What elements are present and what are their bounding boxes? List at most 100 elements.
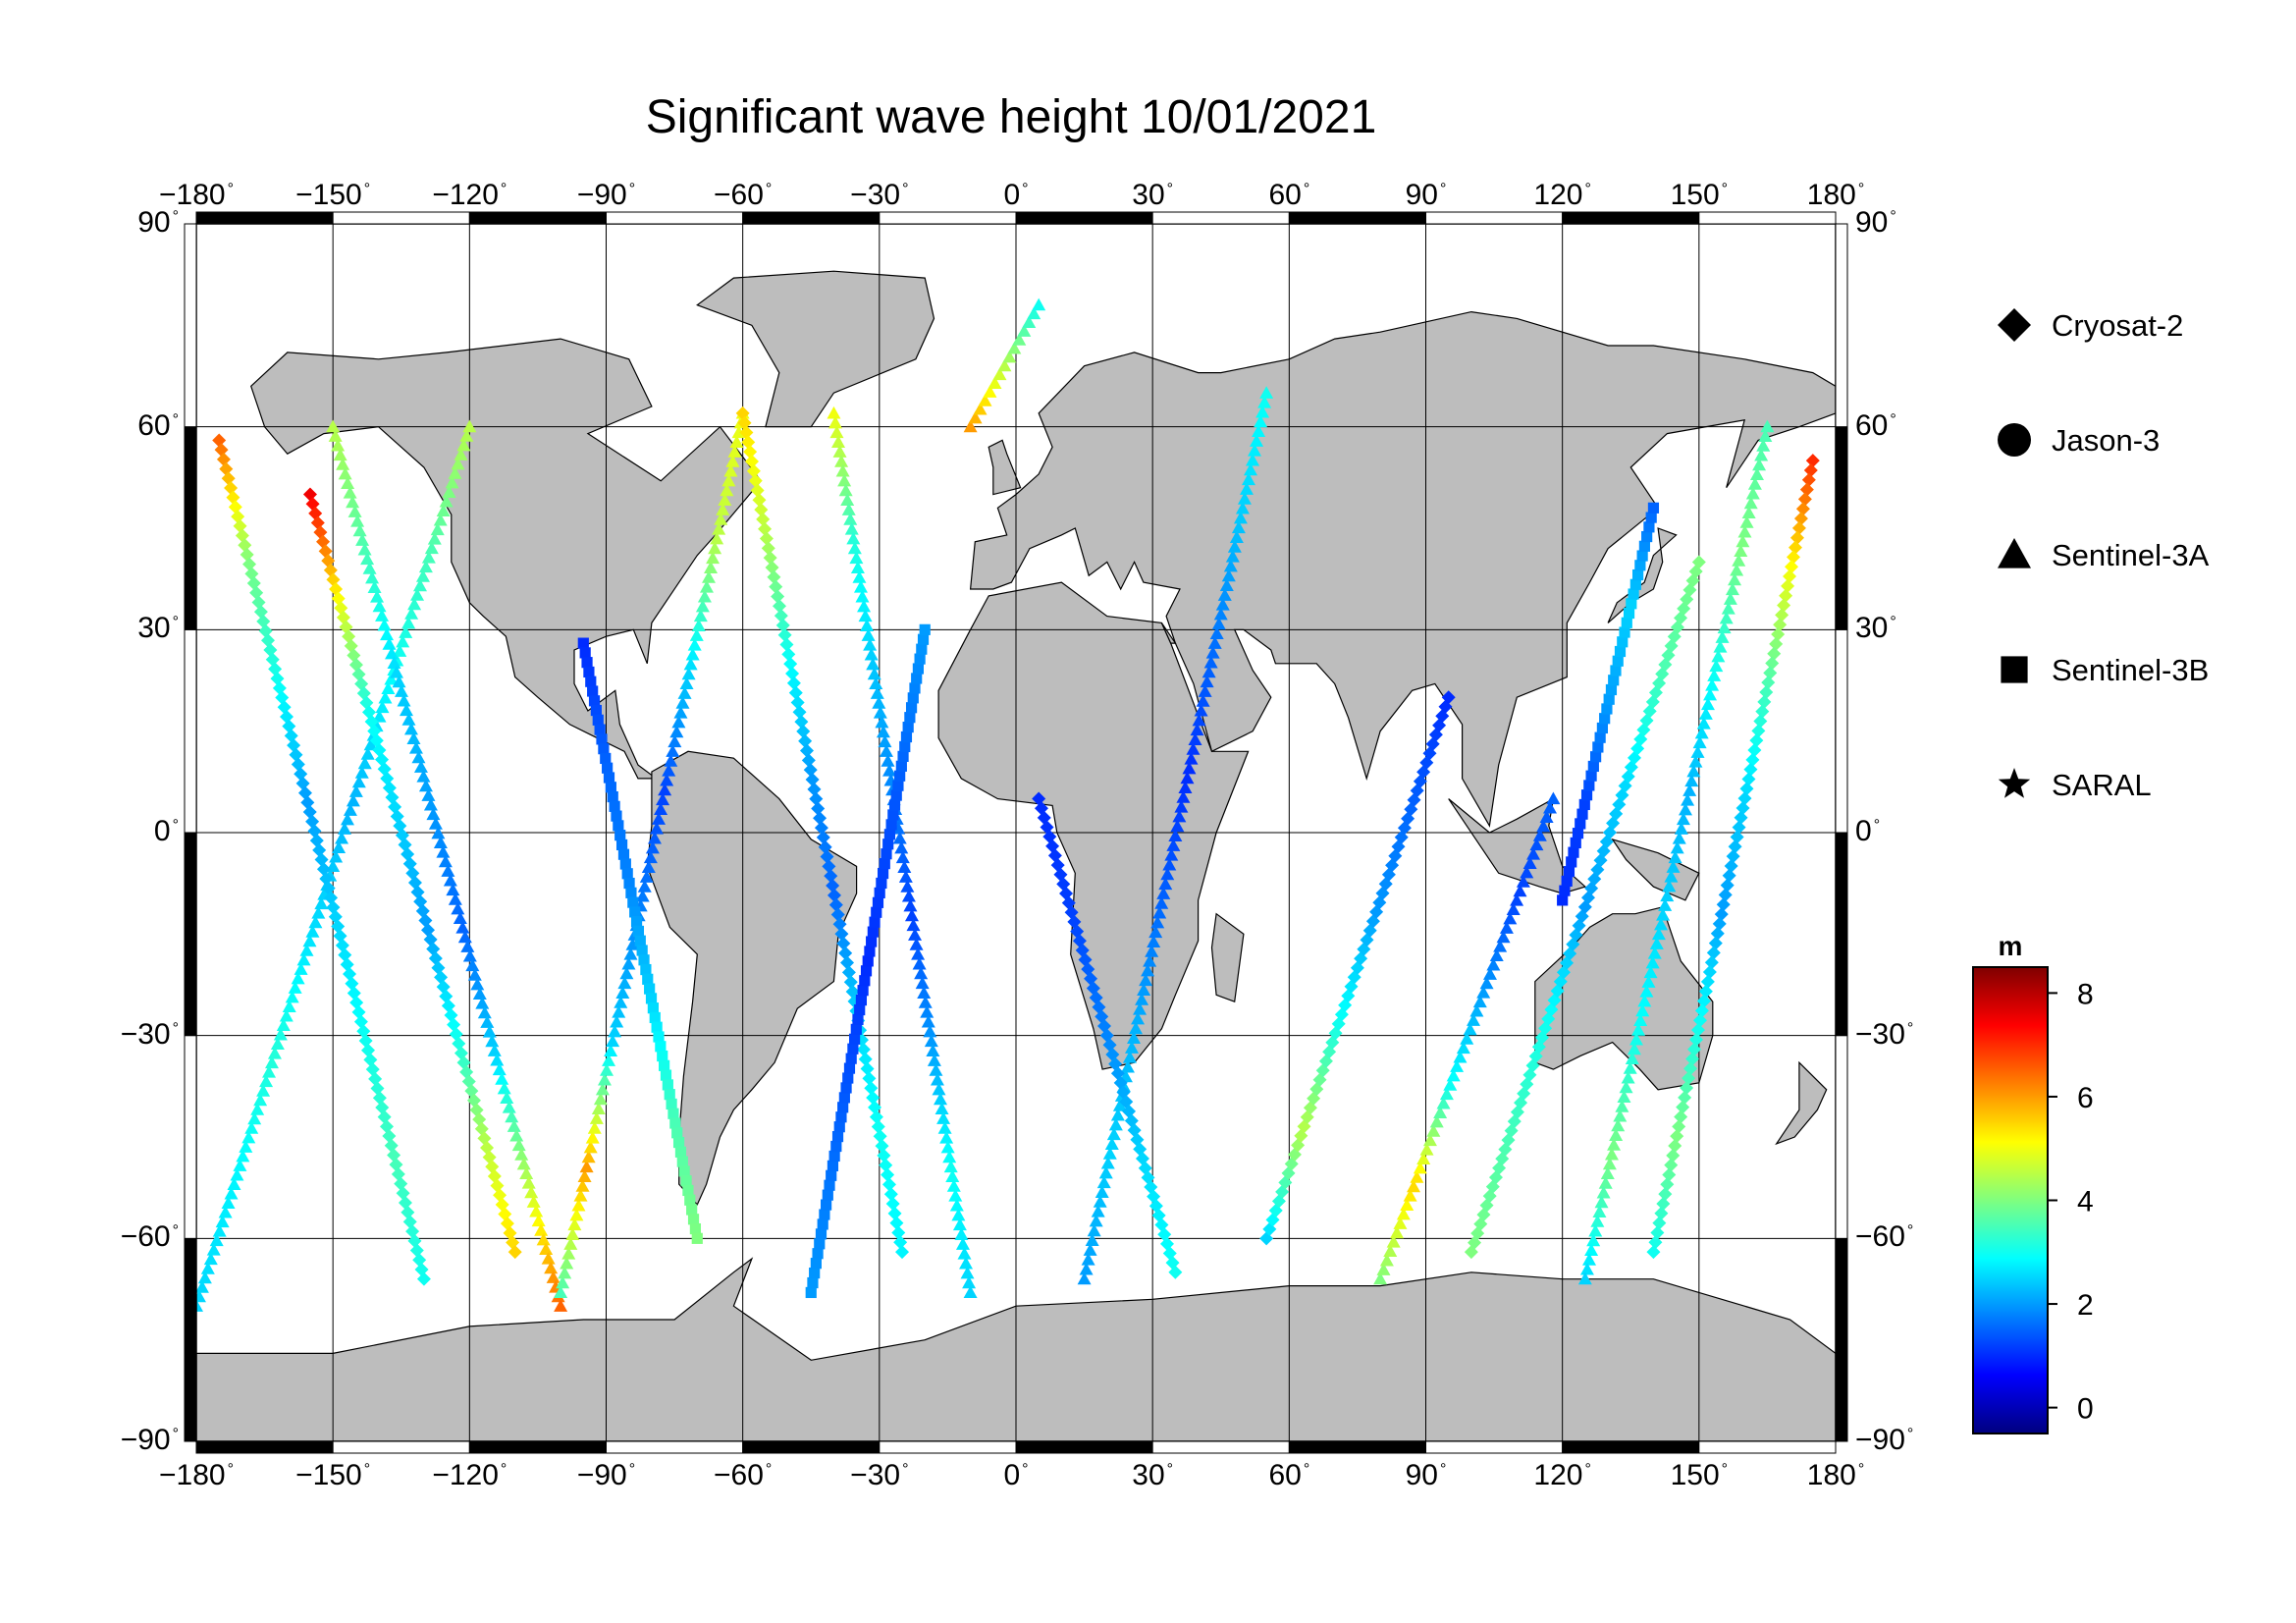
data-point [1752,458,1767,471]
data-point [899,740,911,753]
data-point [347,505,362,517]
data-point [1213,607,1228,621]
data-point [888,799,901,811]
data-point [467,968,482,981]
data-point [1219,578,1234,592]
data-point [946,1179,961,1192]
data-point [1188,732,1202,745]
data-point [853,580,868,593]
data-point [672,1136,685,1149]
lon-tick-bottom: −180 ° [159,1459,234,1491]
data-point [408,741,423,754]
data-point [1599,713,1611,725]
data-point [614,830,626,841]
data-point [632,925,645,938]
data-point [656,792,670,806]
data-point [1690,745,1705,758]
data-point [1696,994,1711,1008]
data-point [1582,1253,1597,1266]
lon-tick-bottom: 120 ° [1533,1459,1591,1491]
data-point [1102,1147,1117,1160]
data-point [866,657,881,671]
data-point [273,1027,288,1041]
data-point [1696,717,1711,730]
data-point [341,476,355,490]
data-point [375,1100,390,1114]
data-point [858,609,873,622]
data-point [414,1262,429,1276]
data-point [1137,983,1151,996]
data-point [917,986,932,999]
data-point [433,836,448,848]
data-point [1559,885,1571,896]
data-point [881,848,892,860]
lon-tick-top: −90 ° [576,179,636,211]
data-point [231,510,245,524]
data-point [361,705,376,720]
data-point [836,936,851,950]
data-point [390,666,404,678]
data-point [831,435,846,449]
data-point [1241,472,1255,486]
data-point [881,754,895,767]
data-point [1789,530,1804,545]
data-point [1578,798,1590,811]
data-point [534,1223,549,1236]
data-point [1747,477,1762,490]
data-point [343,967,357,982]
data-point [771,589,785,604]
data-point [1166,839,1181,851]
data-point [918,996,933,1008]
data-point [1168,1265,1183,1279]
lon-tick-bottom: 30 ° [1132,1459,1174,1491]
frame-bar-right [1835,832,1848,1037]
data-point [868,1100,882,1114]
data-point [331,438,346,452]
data-point [375,700,390,714]
data-point [1239,482,1254,495]
data-point [603,772,615,784]
data-point [887,809,899,821]
lon-tick-bottom: −120 ° [432,1459,507,1491]
data-point [431,826,446,839]
data-point [1799,482,1814,497]
data-point [226,490,240,505]
data-point [451,457,465,470]
data-point [388,799,402,814]
data-point [415,569,430,582]
data-point [720,483,734,497]
data-point [433,513,448,526]
data-point [326,419,341,433]
data-point [1615,1100,1629,1112]
data-point [619,858,631,870]
data-point [1602,1157,1617,1170]
data-point [263,643,278,657]
data-point [233,518,247,533]
data-point [387,656,401,670]
data-point [676,1156,688,1167]
data-point [1416,1152,1431,1164]
data-point [1785,560,1799,574]
data-point [647,831,662,844]
data-point [363,1053,378,1067]
data-point [1660,1177,1675,1192]
data-point [1479,976,1494,990]
data-point [397,693,411,707]
data-point [623,877,635,890]
data-point [1760,419,1775,433]
data-point [358,1033,373,1048]
data-point [1625,1052,1639,1064]
data-point [436,845,451,858]
data-point [1017,324,1032,337]
data-point [487,1044,502,1056]
data-point [1131,1011,1146,1025]
data-point [1600,1166,1615,1179]
data-point [321,881,336,895]
data-point [1617,1090,1631,1103]
data-point [874,887,885,898]
data-point [1660,889,1675,902]
data-point [894,840,909,854]
data-point [1629,578,1641,590]
data-point [405,866,420,881]
data-point [617,976,632,990]
